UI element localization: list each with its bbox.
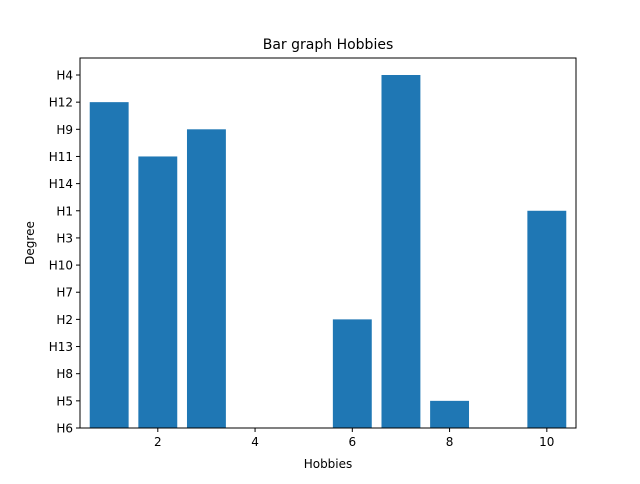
y-tick-label: H5 [56, 394, 73, 408]
x-axis: 2 4 6 8 10 [154, 428, 554, 449]
x-axis-label: Hobbies [304, 457, 353, 471]
y-tick-label: H11 [49, 150, 73, 164]
y-tick-label: H13 [49, 340, 73, 354]
x-tick-label: 8 [446, 435, 454, 449]
y-tick-label: H10 [49, 259, 73, 273]
bar-10 [527, 210, 567, 428]
bar-8 [430, 400, 470, 428]
y-axis: H6 H5 H8 H13 H2 H7 H10 H3 H1 H14 H11 H9 H12 H4 [49, 69, 80, 436]
y-tick-label: H7 [56, 286, 73, 300]
bars-layer [89, 75, 567, 429]
y-tick-label: H3 [56, 231, 73, 245]
y-tick-label: H12 [49, 96, 73, 110]
bar-3 [186, 129, 226, 428]
x-tick-label: 6 [348, 435, 356, 449]
x-tick-label: 2 [154, 435, 162, 449]
y-tick-label: H2 [56, 313, 73, 327]
y-tick-label: H1 [56, 204, 73, 218]
plot-frame [79, 57, 577, 429]
y-axis-label: Degree [23, 221, 37, 265]
bar-7 [381, 75, 421, 428]
bar-2 [138, 156, 178, 428]
y-tick-label: H8 [56, 367, 73, 381]
x-tick-label: 4 [251, 435, 259, 449]
y-tick-label: H4 [56, 69, 73, 83]
bar-1 [89, 102, 129, 429]
y-tick-label: H6 [56, 422, 73, 436]
chart-title: Bar graph Hobbies [263, 37, 393, 53]
x-tick-label: 10 [539, 435, 554, 449]
y-tick-label: H9 [56, 123, 73, 137]
bar-6 [332, 319, 372, 428]
y-tick-label: H14 [49, 177, 73, 191]
